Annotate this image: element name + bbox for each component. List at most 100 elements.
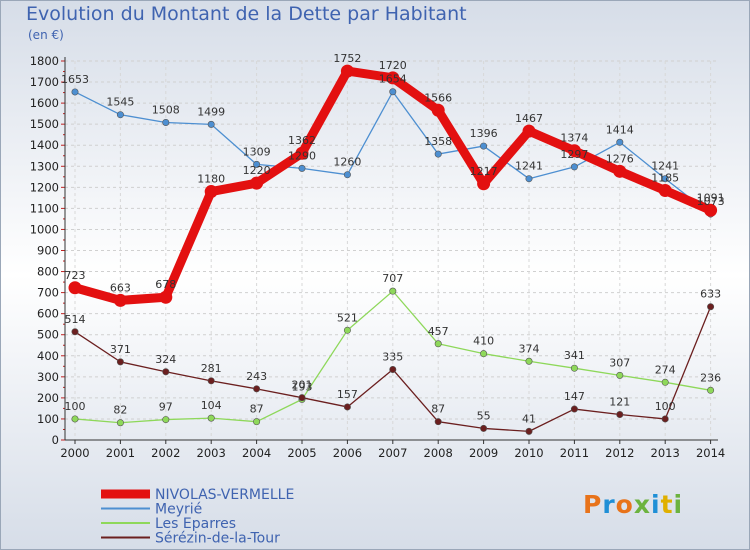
data-label: 663 [110, 281, 131, 294]
data-label: 1566 [424, 91, 452, 104]
data-point [298, 164, 306, 172]
data-point [162, 416, 170, 424]
data-point [661, 175, 669, 183]
data-label: 100 [655, 400, 676, 413]
data-point [295, 146, 309, 160]
data-point [480, 142, 488, 150]
data-point [71, 328, 79, 336]
data-point [343, 326, 351, 334]
data-point [707, 386, 715, 394]
data-label: 324 [155, 353, 176, 366]
data-label: 97 [159, 401, 173, 414]
data-label: 707 [382, 272, 403, 285]
data-label: 1073 [697, 195, 725, 208]
data-point [434, 150, 442, 158]
data-point [480, 424, 488, 432]
data-label: 1185 [651, 171, 679, 184]
data-label: 1260 [333, 156, 361, 169]
data-point [207, 414, 215, 422]
data-point [116, 358, 124, 366]
x-tick-label: 2007 [378, 446, 407, 460]
data-point [116, 419, 124, 427]
data-label: 1241 [651, 160, 679, 173]
data-point [207, 377, 215, 385]
data-label: 274 [655, 363, 676, 376]
data-point [567, 144, 581, 158]
data-point [71, 415, 79, 423]
data-label: 87 [250, 403, 264, 416]
series-s-r-zin-de-la-tour [71, 303, 715, 435]
data-label: 307 [609, 356, 630, 369]
data-label: 41 [522, 412, 536, 425]
y-tick-label: 1500 [30, 117, 59, 131]
y-tick-label: 400 [37, 349, 59, 363]
data-point [207, 120, 215, 128]
x-tick-label: 2003 [197, 446, 226, 460]
data-label: 201 [292, 379, 313, 392]
data-label: 1545 [106, 96, 134, 109]
data-label: 281 [201, 362, 222, 375]
y-tick-label: 500 [37, 328, 59, 342]
data-point [159, 290, 173, 304]
data-point [570, 163, 578, 171]
logo-letter: r [602, 490, 616, 519]
data-label: 87 [431, 403, 445, 416]
y-tick-label: 1200 [30, 180, 59, 194]
logo-letter: i [673, 490, 684, 519]
logo-letter: t [660, 490, 674, 519]
data-label: 1180 [197, 173, 225, 186]
data-point [477, 177, 491, 191]
data-point [570, 405, 578, 413]
data-label: 1362 [288, 134, 316, 147]
y-tick-label: 700 [37, 286, 59, 300]
data-point [616, 411, 624, 419]
x-tick-label: 2000 [60, 446, 89, 460]
data-label: 121 [609, 396, 630, 409]
x-tick-label: 2012 [605, 446, 634, 460]
y-tick-label: 100 [37, 412, 59, 426]
data-label: 1720 [379, 59, 407, 72]
y-tick-label: 1700 [30, 75, 59, 89]
data-label: 1290 [288, 149, 316, 162]
data-label: 104 [201, 399, 222, 412]
data-label: 374 [519, 342, 540, 355]
data-point [570, 364, 578, 372]
data-label: 514 [65, 313, 86, 326]
data-point [204, 185, 218, 199]
legend-label: Les Eparres [155, 516, 236, 532]
x-tick-label: 2010 [514, 446, 543, 460]
logo-letter: o [615, 490, 634, 519]
x-tick-label: 2014 [696, 446, 725, 460]
data-point [616, 138, 624, 146]
data-point [707, 303, 715, 311]
data-label: 371 [110, 343, 131, 356]
data-label: 1241 [515, 160, 543, 173]
data-label: 236 [700, 371, 721, 384]
data-point [253, 160, 261, 168]
data-label: 1752 [333, 52, 361, 65]
data-label: 157 [337, 388, 358, 401]
legend-label: Meyrié [155, 502, 202, 518]
proxiti-logo: Proxiti [583, 490, 683, 519]
data-point [525, 427, 533, 435]
legend-label: Sérézin-de-la-Tour [155, 531, 280, 547]
data-point [162, 118, 170, 126]
series-les-eparres [71, 287, 715, 427]
y-tick-label: 0 [52, 433, 59, 447]
data-point [298, 394, 306, 402]
y-tick-label: 900 [37, 244, 59, 258]
x-tick-label: 2002 [151, 446, 180, 460]
data-point [525, 357, 533, 365]
data-label: 335 [382, 350, 403, 363]
data-point [162, 368, 170, 376]
y-tick-label: 300 [37, 370, 59, 384]
data-label: 1220 [243, 164, 271, 177]
data-point [389, 365, 397, 373]
data-point [661, 415, 669, 423]
data-point [250, 176, 264, 190]
data-point [68, 281, 82, 295]
logo-letter: i [651, 490, 661, 519]
data-label: 723 [65, 269, 86, 282]
